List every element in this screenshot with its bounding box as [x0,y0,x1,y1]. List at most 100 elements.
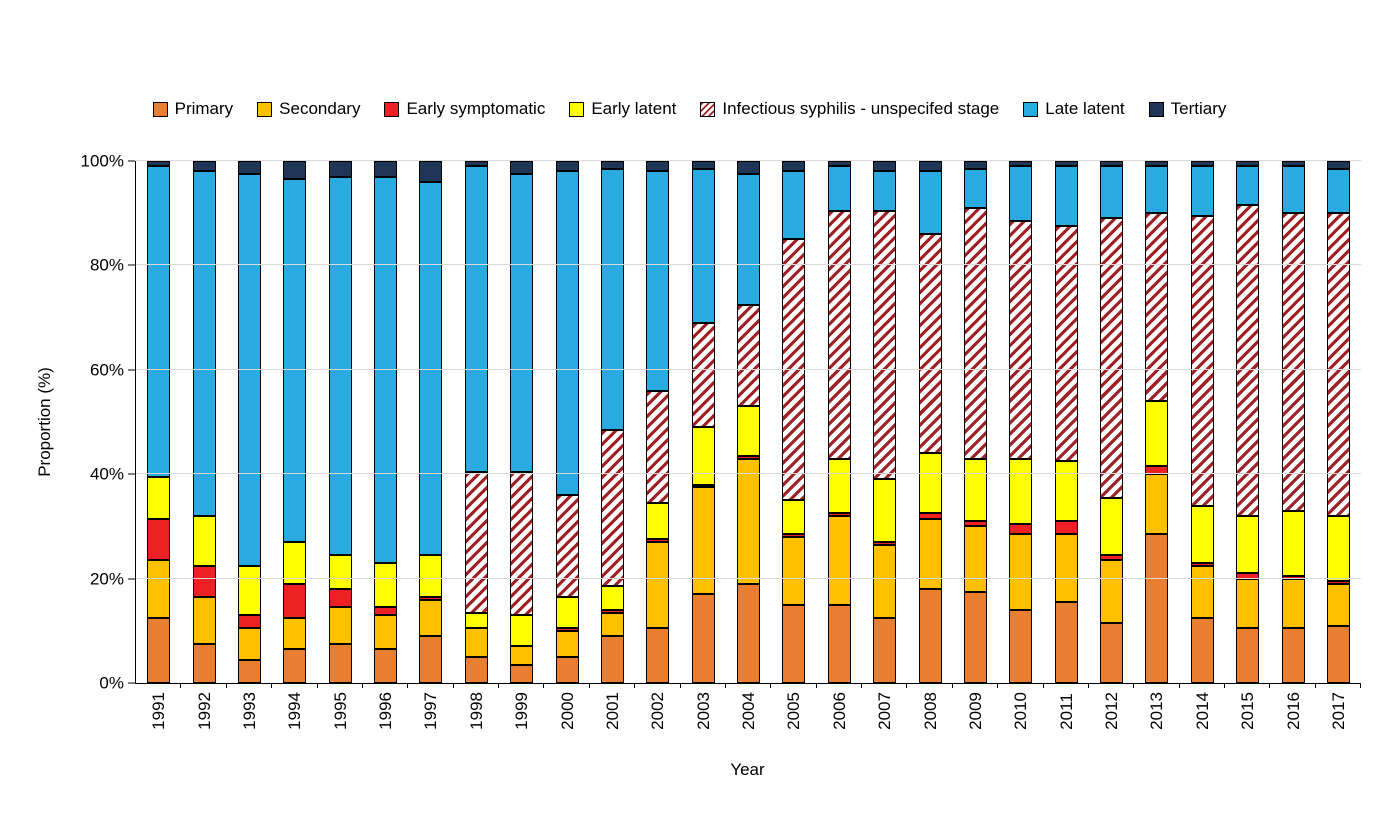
x-axis-labels: 1991 1992 1993 1994 1995 1996 1997 1998 1999 2000… [136,692,1361,730]
bar-segment-primary [963,591,987,683]
bar-segment-secondary [328,607,352,644]
bar-1996 [374,161,398,683]
bar-segment-secondary [963,526,987,592]
bar-segment-infectious-syphilis-unspecifed-stage [555,495,579,597]
bar-segment-secondary [1100,560,1124,623]
bar-segment-tertiary [1190,161,1214,167]
legend-item-early-latent: Early latent [569,99,676,119]
x-tick-mark [1225,683,1271,688]
x-tick-label: 1999 [512,692,532,730]
bar-segment-late-latent [147,166,171,477]
gridline [136,473,1361,475]
bar-slot-1997 [408,161,453,683]
x-tick-label: 2010 [1011,692,1031,730]
bar-segment-secondary [1281,578,1305,629]
bar-segment-primary [464,656,488,683]
y-tick-mark [128,473,135,475]
bar-segment-secondary [283,617,307,650]
bar-segment-tertiary [646,161,670,172]
bar-segment-primary [1054,602,1078,683]
bar-segment-early-symptomatic [1054,521,1078,535]
x-tick-label-slot: 1993 [227,692,272,730]
bar-segment-infectious-syphilis-unspecifed-stage [827,210,851,459]
bar-segment-early-symptomatic [600,609,624,613]
bar-segment-tertiary [374,161,398,177]
bar-segment-secondary [374,615,398,650]
bar-segment-tertiary [283,161,307,180]
bar-segment-late-latent [646,171,670,391]
bar-segment-late-latent [192,171,216,516]
y-tick-label: 80% [89,255,124,275]
bar-2003 [691,161,715,683]
x-tick-label: 2015 [1238,692,1258,730]
bar-1993 [237,161,261,683]
bar-segment-early-symptomatic [1190,562,1214,566]
x-tick-label: 1995 [330,692,350,730]
bar-segment-secondary [873,544,897,618]
bar-segment-tertiary [737,161,761,175]
gridline [136,160,1361,161]
bar-segment-early-symptomatic [918,513,942,519]
bar-segment-early-latent [1145,401,1169,467]
bar-segment-early-symptomatic [555,628,579,631]
bar-segment-infectious-syphilis-unspecifed-stage [1326,213,1350,516]
bar-segment-infectious-syphilis-unspecifed-stage [1236,205,1260,516]
x-tick-mark [318,683,363,688]
bar-segment-infectious-syphilis-unspecifed-stage [873,210,897,480]
x-tick-mark [272,683,318,688]
bar-segment-late-latent [555,171,579,496]
bar-segment-primary [1326,625,1350,683]
bar-segment-primary [555,656,579,683]
x-tick-mark [635,683,681,688]
bar-segment-secondary [192,596,216,644]
bar-segment-secondary [646,542,670,629]
legend-item-tertiary: Tertiary [1148,99,1227,119]
bar-1994 [283,161,307,683]
bar-slot-1995 [318,161,363,683]
legend-label: Tertiary [1170,99,1227,118]
bar-segment-primary [1190,617,1214,683]
x-tick-mark [771,683,817,688]
bar-segment-early-latent [873,479,897,543]
bar-segment-early-latent [737,406,761,456]
bar-slot-2011 [1044,161,1089,683]
bar-2004 [737,161,761,683]
x-tick-label: 2001 [602,692,622,730]
legend-label: Primary [174,99,234,118]
bar-2015 [1236,161,1260,683]
bar-segment-primary [1281,628,1305,683]
bar-slot-2009 [953,161,998,683]
x-axis-title: Year [730,760,765,779]
x-tick-label-slot: 2006 [817,692,862,730]
x-tick-label-slot: 1999 [499,692,544,730]
gridline [136,264,1361,266]
x-tick-label-slot: 2009 [953,692,998,730]
bar-segment-tertiary [1326,161,1350,169]
bar-segment-tertiary [1236,161,1260,167]
bar-2008 [918,161,942,683]
bar-slot-2016 [1270,161,1315,683]
x-tick-mark [590,683,636,688]
x-tick-label-slot: 1991 [136,692,181,730]
bar-segment-secondary [1009,534,1033,610]
bar-segment-infectious-syphilis-unspecifed-stage [918,234,942,454]
bar-segment-early-symptomatic [283,583,307,618]
bar-segment-primary [328,643,352,683]
x-tick-mark [181,683,227,688]
bar-segment-tertiary [192,161,216,172]
x-tick-label-slot: 2011 [1044,692,1089,730]
x-tick-mark [817,683,862,688]
bar-segment-late-latent [873,171,897,211]
bar-segment-primary [782,604,806,683]
bar-slot-2000 [544,161,589,683]
chart-legend: Primary Secondary Early symptomatic Early l… [0,99,1379,119]
bar-1999 [510,161,534,683]
bar-2010 [1009,161,1033,683]
bar-segment-late-latent [918,171,942,235]
bar-segment-primary [1100,622,1124,683]
gridline [136,368,1361,370]
bar-segment-early-symptomatic [873,542,897,545]
bar-segment-tertiary [1009,161,1033,167]
bar-segment-early-latent [600,586,624,610]
x-tick-label: 2005 [784,692,804,730]
